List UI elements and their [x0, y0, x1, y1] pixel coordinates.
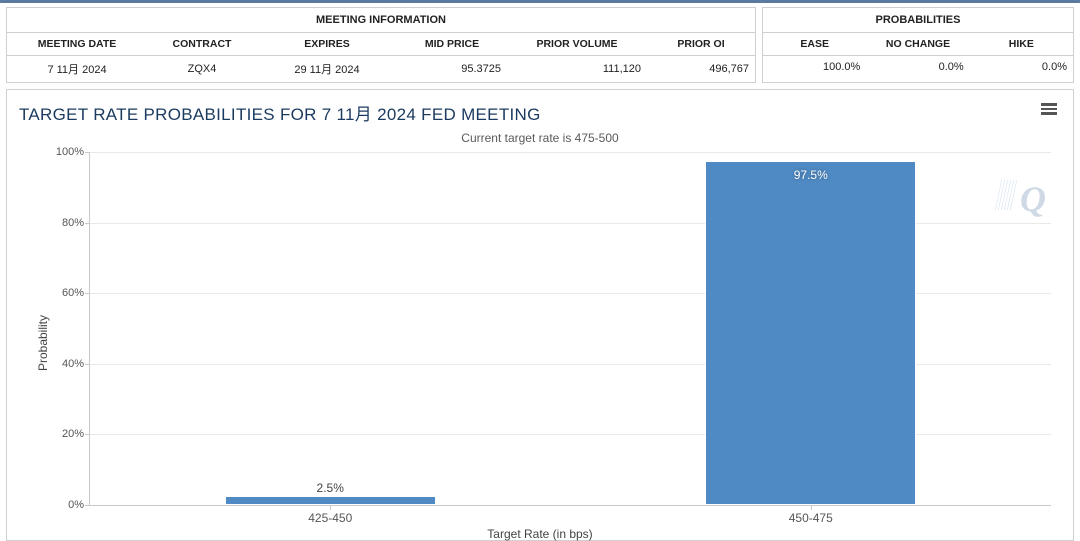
bar-value-label: 2.5%: [226, 481, 435, 495]
cell-ease: 100.0%: [763, 56, 866, 79]
col-meeting-date: MEETING DATE: [7, 33, 147, 56]
col-mid-price: MID PRICE: [397, 33, 507, 56]
y-tick-mark: [85, 434, 90, 435]
cell-mid-price: 95.3725: [397, 56, 507, 83]
chart-plot: Probability Target Rate (in bps) Q 0%20%…: [17, 146, 1063, 540]
col-hike: HIKE: [970, 33, 1073, 56]
y-tick-label: 100%: [50, 146, 84, 158]
plot-area: Q 0%20%40%60%80%100%2.5%425-45097.5%450-…: [89, 152, 1051, 506]
bar[interactable]: 97.5%: [705, 161, 916, 505]
y-tick-mark: [85, 293, 90, 294]
cell-no-change: 0.0%: [866, 56, 969, 79]
chart-panel: TARGET RATE PROBABILITIES FOR 7 11月 2024…: [6, 89, 1074, 541]
col-prior-oi: PRIOR OI: [647, 33, 755, 56]
col-ease: EASE: [763, 33, 866, 56]
x-tick-label: 425-450: [308, 511, 352, 525]
col-contract: CONTRACT: [147, 33, 257, 56]
cell-hike: 0.0%: [970, 56, 1073, 79]
cell-prior-oi: 496,767: [647, 56, 755, 83]
chart-title: TARGET RATE PROBABILITIES FOR 7 11月 2024…: [7, 90, 1073, 125]
y-tick-label: 40%: [50, 358, 84, 370]
x-tick-label: 450-475: [789, 511, 833, 525]
chart-subtitle: Current target rate is 475-500: [7, 125, 1073, 145]
cell-meeting-date: 7 11月 2024: [7, 56, 147, 83]
y-tick-label: 20%: [50, 428, 84, 440]
col-no-change: NO CHANGE: [866, 33, 969, 56]
bar-value-label: 97.5%: [706, 168, 915, 182]
probabilities-title: PROBABILITIES: [763, 8, 1073, 32]
x-tick-mark: [330, 505, 331, 510]
hamburger-menu-icon[interactable]: [1039, 100, 1059, 118]
table-row: 100.0% 0.0% 0.0%: [763, 56, 1073, 79]
cell-expires: 29 11月 2024: [257, 56, 397, 83]
col-expires: EXPIRES: [257, 33, 397, 56]
gridline: [90, 152, 1051, 153]
y-tick-mark: [85, 505, 90, 506]
y-tick-label: 80%: [50, 217, 84, 229]
x-tick-mark: [811, 505, 812, 510]
y-axis-label: Probability: [36, 315, 50, 371]
y-tick-mark: [85, 152, 90, 153]
y-tick-label: 0%: [50, 499, 84, 511]
meeting-info-table: MEETING DATE CONTRACT EXPIRES MID PRICE …: [7, 32, 755, 82]
y-tick-mark: [85, 364, 90, 365]
y-tick-label: 60%: [50, 287, 84, 299]
cell-prior-volume: 111,120: [507, 56, 647, 83]
table-row: 7 11月 2024 ZQX4 29 11月 2024 95.3725 111,…: [7, 56, 755, 83]
cell-contract: ZQX4: [147, 56, 257, 83]
probabilities-panel: PROBABILITIES EASE NO CHANGE HIKE 100.0%…: [762, 7, 1074, 83]
watermark-icon: Q: [1020, 178, 1045, 220]
col-prior-volume: PRIOR VOLUME: [507, 33, 647, 56]
y-tick-mark: [85, 223, 90, 224]
meeting-info-panel: MEETING INFORMATION MEETING DATE CONTRAC…: [6, 7, 756, 83]
probabilities-table: EASE NO CHANGE HIKE 100.0% 0.0% 0.0%: [763, 32, 1073, 78]
meeting-info-title: MEETING INFORMATION: [7, 8, 755, 32]
bar[interactable]: 2.5%: [225, 496, 436, 505]
